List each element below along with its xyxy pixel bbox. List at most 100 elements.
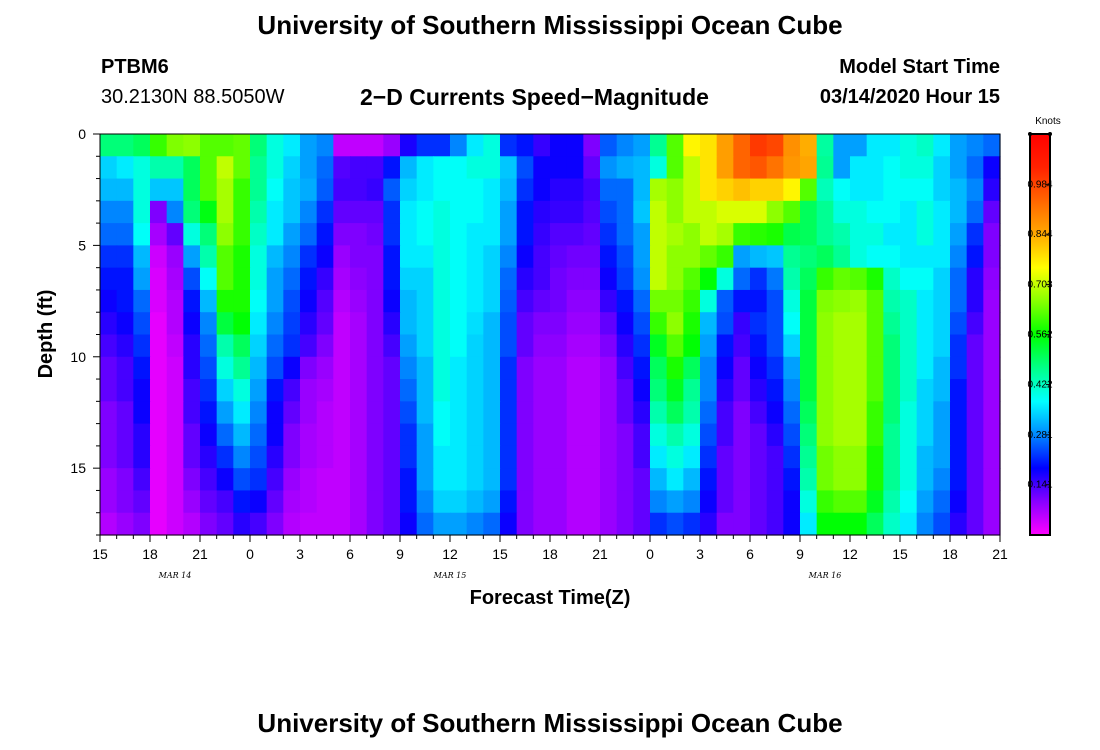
heatmap-cell <box>866 512 884 536</box>
heatmap-cell <box>516 423 534 447</box>
heatmap-cell <box>416 178 434 202</box>
heatmap-cell <box>533 200 551 224</box>
heatmap-cell <box>866 490 884 514</box>
heatmap-cell <box>466 312 484 336</box>
heatmap-cell <box>866 223 884 246</box>
heatmap-cell <box>483 134 501 157</box>
heatmap-cell <box>866 200 884 224</box>
heatmap-cell <box>616 223 634 246</box>
heatmap-cell <box>383 267 401 291</box>
heatmap-cell <box>833 490 851 514</box>
heatmap-cell <box>416 379 434 402</box>
heatmap-cell <box>300 156 318 180</box>
heatmap-cell <box>933 289 951 313</box>
heatmap-cell <box>516 134 534 157</box>
heatmap-cell <box>933 334 951 358</box>
heatmap-cell <box>983 401 1001 425</box>
heatmap-cell <box>933 134 951 157</box>
x-tick-label: 6 <box>346 546 354 562</box>
heatmap-cell <box>516 379 534 402</box>
heatmap-cell <box>683 134 701 157</box>
heatmap-cell <box>700 490 718 514</box>
heatmap-cell <box>183 312 201 336</box>
heatmap-cell <box>216 445 234 469</box>
heatmap-cell <box>283 223 301 246</box>
heatmap-cell <box>716 200 734 224</box>
heatmap-cell <box>833 356 851 380</box>
heatmap-cell <box>850 267 868 291</box>
heatmap-cell <box>766 200 784 224</box>
heatmap-cell <box>883 267 901 291</box>
heatmap-cell <box>500 490 518 514</box>
heatmap-cell <box>683 423 701 447</box>
heatmap-cell <box>350 223 368 246</box>
heatmap-cell <box>550 289 568 313</box>
heatmap-cell <box>483 200 501 224</box>
heatmap-cell <box>950 468 968 492</box>
heatmap-cell <box>733 223 751 246</box>
heatmap-cell <box>616 200 634 224</box>
heatmap-cell <box>500 134 518 157</box>
heatmap-cell <box>333 490 351 514</box>
heatmap-cell <box>450 490 468 514</box>
heatmap-cell <box>633 223 651 246</box>
heatmap-cell <box>183 200 201 224</box>
heatmap-cell <box>466 245 484 269</box>
heatmap-cell <box>733 267 751 291</box>
heatmap-cell <box>883 312 901 336</box>
heatmap-cell <box>216 312 234 336</box>
heatmap-cell <box>233 156 251 180</box>
heatmap-cell <box>466 401 484 425</box>
heatmap-cell <box>966 267 984 291</box>
heatmap-cell <box>116 178 134 202</box>
heatmap-cell <box>150 200 168 224</box>
heatmap-cell <box>533 356 551 380</box>
heatmap-cell <box>466 356 484 380</box>
heatmap-cell <box>583 200 601 224</box>
heatmap-cell <box>933 468 951 492</box>
heatmap-cell <box>350 267 368 291</box>
heatmap-cell <box>300 134 318 157</box>
heatmap-cell <box>166 223 184 246</box>
heatmap-cell <box>500 312 518 336</box>
heatmap-cell <box>666 512 684 536</box>
heatmap-cell <box>883 334 901 358</box>
heatmap-cell <box>550 267 568 291</box>
heatmap-cell <box>900 356 918 380</box>
heatmap-cell <box>333 379 351 402</box>
heatmap-cell <box>216 356 234 380</box>
heatmap-cell <box>500 289 518 313</box>
heatmap-cell <box>916 423 934 447</box>
heatmap-cell <box>800 289 818 313</box>
heatmap-cell <box>350 445 368 469</box>
heatmap-cell <box>533 512 551 536</box>
heatmap-cell <box>566 401 584 425</box>
heatmap-cell <box>983 156 1001 180</box>
heatmap-cell <box>583 356 601 380</box>
heatmap-cell <box>666 223 684 246</box>
heatmap-cell <box>133 312 151 336</box>
x-tick-label: 6 <box>746 546 754 562</box>
heatmap-cell <box>616 289 634 313</box>
heatmap-cell <box>850 178 868 202</box>
heatmap-cell <box>900 134 918 157</box>
heatmap-cell <box>450 512 468 536</box>
heatmap-cell <box>233 223 251 246</box>
heatmap-cell <box>850 423 868 447</box>
heatmap-cell <box>633 156 651 180</box>
heatmap-cell <box>983 267 1001 291</box>
heatmap-cell <box>916 245 934 269</box>
heatmap-cell <box>150 512 168 536</box>
heatmap-cell <box>133 200 151 224</box>
heatmap-cell <box>416 512 434 536</box>
heatmap-cell <box>833 423 851 447</box>
heatmap-cell <box>200 200 218 224</box>
heatmap-cell <box>816 178 834 202</box>
heatmap-cell <box>550 468 568 492</box>
heatmap-cell <box>516 178 534 202</box>
x-tick-label: 3 <box>296 546 304 562</box>
heatmap-cell <box>133 178 151 202</box>
heatmap-cell <box>833 312 851 336</box>
heatmap-cell <box>983 490 1001 514</box>
heatmap-cell <box>433 445 451 469</box>
